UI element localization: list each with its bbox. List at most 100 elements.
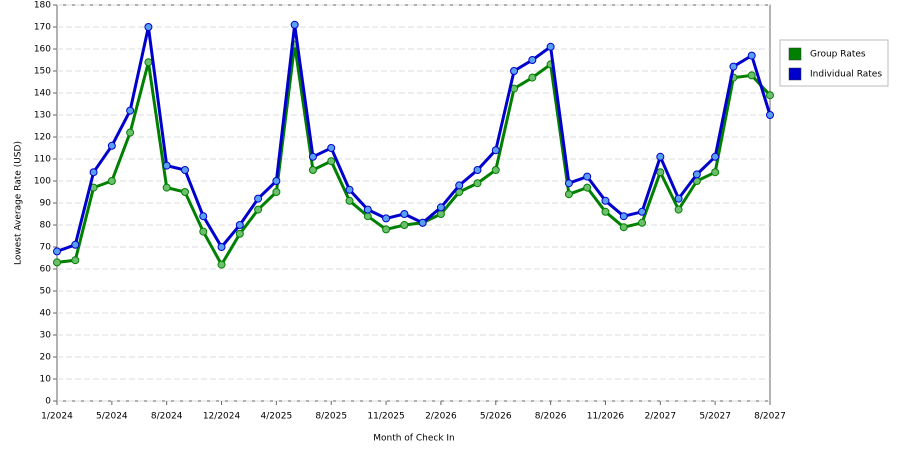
y-tick-label: 70 (40, 243, 52, 253)
y-tick-label: 0 (45, 397, 51, 407)
data-point (656, 152, 665, 161)
data-point (144, 23, 153, 31)
x-tick-label: 4/2025 (261, 412, 293, 422)
data-point (436, 210, 445, 218)
y-tick-label: 60 (40, 265, 52, 275)
data-point (473, 166, 482, 174)
data-point (199, 212, 208, 221)
data-point (638, 218, 647, 227)
y-axis-label: Lowest Average Rate (USD) (14, 141, 24, 265)
data-point (638, 207, 647, 216)
x-axis-label: Month of Check In (373, 434, 455, 444)
data-point (126, 106, 135, 115)
data-point (308, 166, 317, 174)
x-tick-label: 2/2026 (425, 412, 457, 422)
x-tick-label: 2/2027 (644, 412, 676, 422)
data-point (766, 111, 774, 119)
data-point (601, 196, 610, 205)
data-point (583, 183, 592, 192)
data-point (491, 146, 500, 155)
x-tick-label: 8/2025 (315, 412, 347, 422)
series-line (56, 44, 772, 268)
legend-swatch (788, 47, 802, 61)
data-point (272, 188, 281, 196)
data-point (766, 91, 774, 100)
y-tick-label: 40 (40, 309, 52, 319)
x-tick-label: 11/2026 (587, 412, 625, 422)
data-point (564, 190, 573, 199)
y-tick-label: 20 (40, 353, 52, 363)
data-point (107, 177, 116, 185)
data-point (144, 58, 153, 67)
x-tick-label: 12/2024 (203, 412, 241, 422)
x-tick-label: 8/2026 (535, 412, 567, 422)
data-point (692, 170, 701, 179)
data-point (327, 144, 336, 152)
data-point (382, 225, 391, 234)
y-tick-label: 160 (34, 45, 51, 55)
x-tick-label: 8/2024 (151, 412, 183, 422)
data-point (455, 181, 464, 190)
data-point (436, 203, 445, 212)
data-point (235, 229, 244, 238)
series-line (56, 24, 772, 253)
data-point (290, 20, 299, 29)
data-point (126, 128, 135, 137)
x-tick-label: 5/2024 (96, 412, 128, 422)
data-point (53, 247, 61, 256)
data-point (510, 67, 519, 75)
data-point (491, 166, 500, 174)
data-point (53, 258, 61, 267)
data-point (199, 227, 208, 236)
data-point (747, 71, 756, 80)
legend-swatch (788, 67, 802, 81)
y-tick-label: 120 (34, 133, 51, 143)
data-point (180, 166, 189, 174)
data-point (656, 168, 665, 177)
data-point (363, 212, 372, 221)
x-tick-label: 5/2027 (699, 412, 731, 422)
data-point (400, 210, 409, 218)
data-point (400, 221, 409, 229)
y-tick-label: 90 (40, 199, 52, 209)
data-point (71, 256, 80, 265)
y-tick-label: 150 (34, 67, 51, 77)
y-tick-label: 100 (34, 177, 51, 187)
data-point (546, 42, 555, 51)
data-point (711, 152, 720, 161)
data-point (345, 185, 354, 194)
y-tick-label: 50 (40, 287, 52, 297)
data-point (564, 179, 573, 188)
data-point (308, 152, 317, 161)
data-point (619, 212, 628, 221)
data-point (180, 188, 189, 196)
x-tick-label: 1/2024 (41, 412, 73, 422)
y-tick-label: 80 (40, 221, 52, 231)
data-point (363, 205, 372, 214)
data-point (272, 177, 281, 185)
y-tick-label: 130 (34, 111, 51, 121)
data-point (583, 172, 592, 181)
data-point (674, 205, 683, 214)
data-point (382, 214, 391, 223)
data-point (217, 260, 226, 269)
data-point (71, 240, 80, 249)
x-tick-label: 8/2027 (754, 412, 786, 422)
y-tick-label: 170 (34, 23, 51, 33)
data-point (107, 141, 116, 150)
data-point (89, 168, 98, 177)
data-point (217, 243, 226, 251)
data-point (601, 207, 610, 216)
y-tick-label: 110 (34, 155, 51, 165)
data-point (345, 196, 354, 205)
x-tick-label: 11/2025 (367, 412, 404, 422)
data-point (254, 205, 263, 214)
data-point (473, 179, 482, 188)
x-tick-label: 5/2026 (480, 412, 512, 422)
y-tick-label: 140 (34, 89, 51, 99)
data-point (327, 157, 336, 166)
data-point (711, 168, 720, 177)
data-point (528, 56, 537, 64)
data-point (254, 194, 263, 203)
